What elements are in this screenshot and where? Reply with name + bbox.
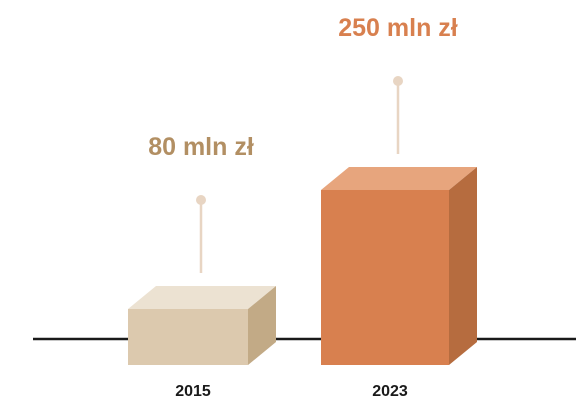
pin-2015 xyxy=(196,195,206,273)
bar-front-2015 xyxy=(128,309,248,365)
pin-2023 xyxy=(393,76,403,154)
bar-top-2015 xyxy=(128,286,276,309)
bar-side-2015 xyxy=(248,286,276,365)
bar-2023 xyxy=(321,167,477,365)
x-tick-label-2015: 2015 xyxy=(175,383,211,400)
pin-dot-2023 xyxy=(393,76,403,86)
pin-dot-2015 xyxy=(196,195,206,205)
bars-group xyxy=(128,167,477,365)
bar-top-2023 xyxy=(321,167,477,190)
x-tick-label-2023: 2023 xyxy=(372,383,408,400)
value-label-2015: 80 mln zł xyxy=(148,133,254,161)
value-label-2023: 250 mln zł xyxy=(338,14,458,42)
bar-2015 xyxy=(128,286,276,365)
pins-group xyxy=(196,76,403,273)
bar-side-2023 xyxy=(449,167,477,365)
bar-front-2023 xyxy=(321,190,449,365)
